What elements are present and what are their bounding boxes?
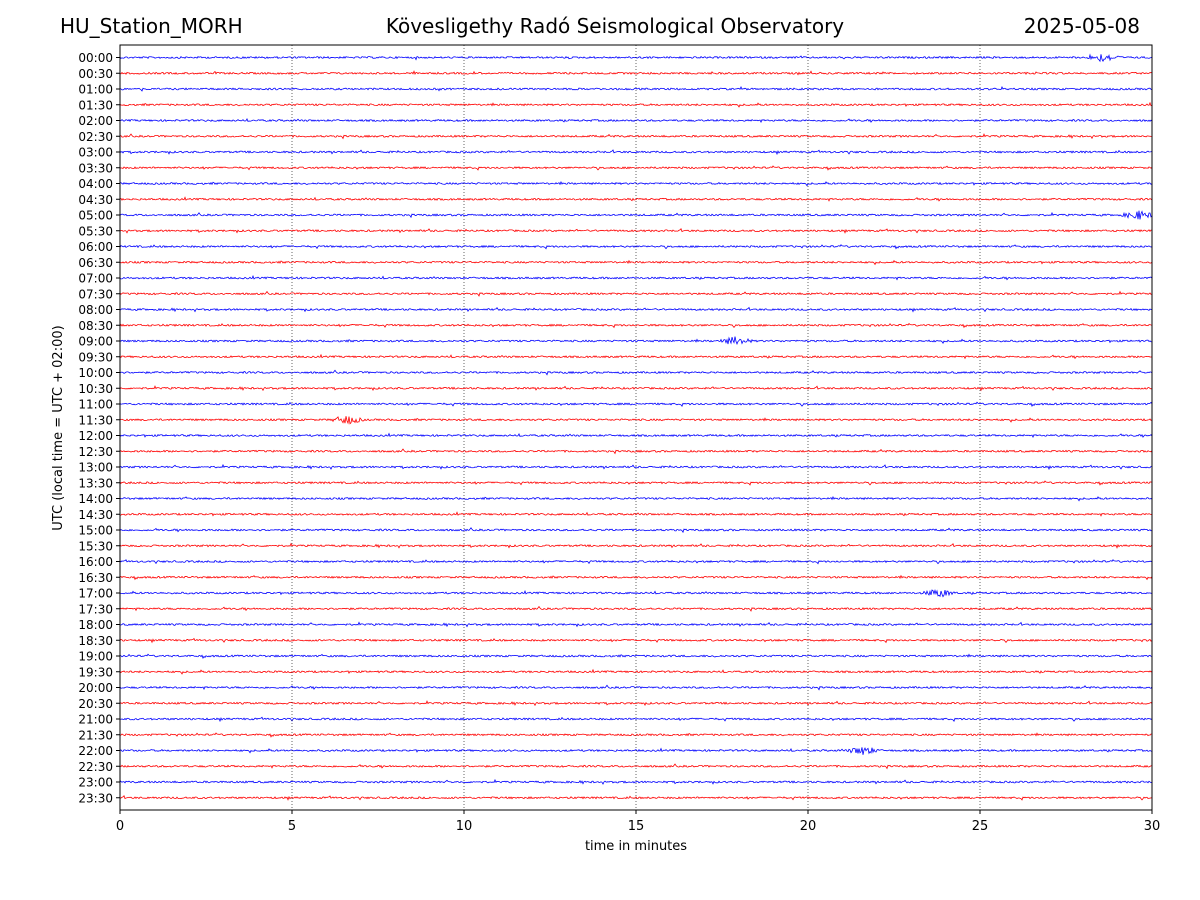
y-tick-label: 23:30: [78, 791, 113, 805]
y-tick-label: 00:00: [78, 51, 113, 65]
trace-row: [119, 668, 1153, 675]
x-tick-label: 20: [800, 819, 817, 834]
y-tick-label: 00:30: [78, 67, 113, 81]
trace-row: [119, 653, 1153, 659]
x-axis-label: time in minutes: [585, 839, 687, 854]
x-tick-label: 10: [456, 819, 473, 834]
y-tick-label: 15:30: [78, 539, 113, 553]
y-tick-label: 23:00: [78, 776, 113, 790]
trace-row: [119, 86, 1153, 92]
station-name: HU_Station_MORH: [60, 14, 243, 38]
trace-row: [119, 463, 1153, 471]
trace-row: [119, 700, 1153, 707]
chart-date: 2025-05-08: [1023, 14, 1140, 38]
y-axis-label: UTC (local time = UTC + 02:00): [51, 325, 66, 530]
y-tick-label: 13:30: [78, 476, 113, 490]
y-tick-label: 12:30: [78, 445, 113, 459]
trace-row: [119, 385, 1153, 392]
y-tick-label: 02:00: [78, 114, 113, 128]
y-tick-label: 19:00: [78, 650, 113, 664]
trace-row: [119, 196, 1153, 202]
x-tick-label: 15: [628, 819, 645, 834]
trace-row: [119, 527, 1153, 534]
x-tick-label: 0: [116, 819, 124, 834]
y-tick-label: 03:00: [78, 146, 113, 160]
trace-row: [119, 763, 1153, 770]
y-tick-label: 01:30: [78, 98, 113, 112]
trace-row: [119, 274, 1153, 281]
y-tick-label: 21:00: [78, 713, 113, 727]
y-tick-label: 22:30: [78, 760, 113, 774]
y-tick-label: 08:30: [78, 319, 113, 333]
y-tick-label: 04:00: [78, 177, 113, 191]
trace-row: [119, 795, 1153, 801]
trace-row: [119, 101, 1153, 108]
y-tick-label: 05:00: [78, 209, 113, 223]
y-tick-label: 16:00: [78, 555, 113, 569]
y-tick-label: 07:00: [78, 272, 113, 286]
y-tick-label: 10:00: [78, 366, 113, 380]
trace-row: [119, 210, 1153, 220]
grid-layer: [291, 45, 981, 810]
chart-title: Kövesligethy Radó Seismological Observat…: [385, 14, 845, 38]
trace-row: [119, 542, 1153, 549]
y-tick-label: 14:30: [78, 508, 113, 522]
traces-layer: [119, 53, 1153, 801]
y-tick-label: 17:00: [78, 587, 113, 601]
y-tick-label: 09:00: [78, 335, 113, 349]
trace-row: [119, 778, 1153, 785]
y-tick-label: 11:30: [78, 413, 113, 427]
y-tick-label: 05:30: [78, 224, 113, 238]
trace-row: [119, 149, 1153, 156]
trace-row: [119, 732, 1153, 738]
trace-row: [119, 165, 1153, 171]
trace-row: [119, 290, 1153, 297]
trace-row: [119, 511, 1153, 517]
trace-row: [119, 401, 1153, 408]
trace-row: [119, 589, 1153, 598]
y-tick-label: 06:30: [78, 256, 113, 270]
y-tick-label: 15:00: [78, 524, 113, 538]
y-tick-label: 12:00: [78, 429, 113, 443]
trace-row: [119, 605, 1153, 612]
y-tick-label: 09:30: [78, 350, 113, 364]
y-tick-label: 16:30: [78, 571, 113, 585]
y-tick-label: 22:00: [78, 744, 113, 758]
x-tick-label: 5: [288, 819, 296, 834]
y-tick-label: 13:00: [78, 461, 113, 475]
y-tick-label: 18:30: [78, 634, 113, 648]
y-tick-label: 21:30: [78, 728, 113, 742]
y-tick-label: 11:00: [78, 398, 113, 412]
y-tick-label: 04:30: [78, 193, 113, 207]
y-tick-label: 20:00: [78, 681, 113, 695]
y-tick-label: 03:30: [78, 161, 113, 175]
y-tick-label: 20:30: [78, 697, 113, 711]
y-tick-label: 01:00: [78, 83, 113, 97]
trace-row: [119, 480, 1153, 486]
y-tick-label: 08:00: [78, 303, 113, 317]
y-tick-label: 02:30: [78, 130, 113, 144]
trace-row: [119, 448, 1153, 455]
trace-row: [119, 336, 1153, 346]
y-tick-label: 17:30: [78, 602, 113, 616]
trace-row: [119, 228, 1153, 234]
trace-row: [119, 133, 1153, 140]
y-tick-label: 14:00: [78, 492, 113, 506]
x-tick-label: 30: [1144, 819, 1161, 834]
y-tick-label: 19:30: [78, 665, 113, 679]
y-tick-label: 10:30: [78, 382, 113, 396]
y-tick-label: 18:00: [78, 618, 113, 632]
y-tick-label: 06:00: [78, 240, 113, 254]
x-tick-label: 25: [972, 819, 989, 834]
x-tick-layer: 0 5 10 15 20 25 30: [116, 810, 1160, 834]
y-tick-label: 07:30: [78, 287, 113, 301]
